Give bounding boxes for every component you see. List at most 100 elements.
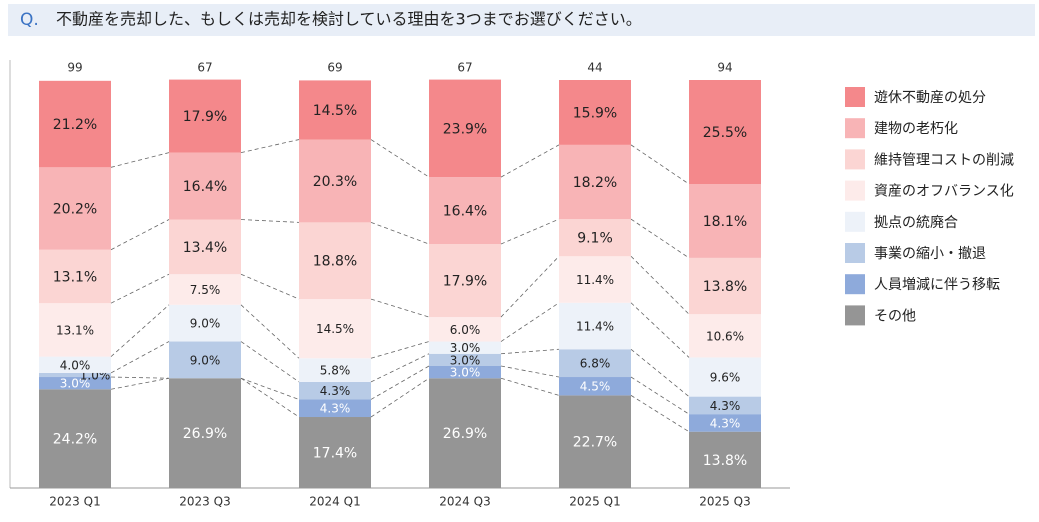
bar-segment	[169, 378, 241, 488]
bar-segment	[689, 431, 761, 488]
connector	[500, 144, 560, 178]
bar-segment	[169, 304, 241, 342]
data-label: 21.2%	[53, 117, 97, 133]
data-label: 11.4%	[576, 273, 614, 287]
data-label: 20.3%	[313, 174, 357, 190]
connector	[240, 341, 300, 383]
bar-segment	[429, 317, 501, 342]
bar-segment	[169, 79, 241, 153]
connector	[630, 255, 690, 315]
connector	[500, 255, 560, 318]
data-label: 9.1%	[577, 231, 613, 247]
bar-segment	[39, 389, 111, 488]
data-label: 3.0%	[450, 366, 481, 380]
data-label: 3.0%	[450, 341, 481, 355]
data-label: 25.5%	[703, 125, 747, 141]
data-label: 4.3%	[710, 399, 741, 413]
count-label: 67	[457, 61, 472, 75]
bar-segment	[429, 366, 501, 379]
bar-segment	[559, 144, 631, 220]
bar-segment	[169, 152, 241, 220]
bar-segment	[169, 274, 241, 305]
legend-label: 拠点の統廃合	[874, 214, 958, 231]
bar-segment	[559, 377, 631, 396]
bar-segment	[299, 358, 371, 382]
bar-segment	[559, 80, 631, 145]
connector	[500, 377, 560, 396]
connector	[630, 395, 690, 433]
x-tick-label: 2023 Q1	[49, 495, 100, 509]
connector	[240, 377, 300, 418]
bar-segment	[689, 257, 761, 315]
data-label: 18.2%	[573, 175, 617, 191]
connector	[370, 377, 430, 418]
connector	[110, 376, 170, 379]
connector	[240, 304, 300, 359]
connector	[370, 341, 430, 359]
data-label: 9.0%	[190, 353, 221, 367]
connector	[110, 341, 170, 374]
connector	[500, 365, 560, 378]
data-label: 10.6%	[706, 329, 744, 343]
bar-segment	[299, 222, 371, 300]
x-tick-label: 2023 Q3	[179, 495, 230, 509]
data-label: 15.9%	[573, 105, 617, 121]
data-label: 24.2%	[53, 432, 97, 448]
connector	[500, 218, 560, 245]
bar-segment	[689, 314, 761, 358]
data-label: 9.0%	[190, 317, 221, 331]
legend-label: 維持管理コストの削減	[874, 151, 1014, 168]
connector	[110, 273, 170, 304]
connector	[110, 304, 170, 357]
legend-swatch	[845, 305, 865, 326]
legend-swatch	[845, 243, 865, 263]
bar-segment	[39, 80, 111, 168]
legend-swatch	[845, 180, 865, 201]
bar-segment	[39, 167, 111, 250]
data-label: 16.4%	[183, 179, 227, 195]
data-label: 3.0%	[450, 353, 481, 367]
data-label: 16.4%	[443, 204, 487, 220]
data-label: 14.5%	[313, 103, 357, 119]
connector	[630, 218, 690, 259]
data-label: 13.1%	[53, 269, 97, 285]
legend-swatch	[845, 274, 865, 295]
legend-label: 人員増減に伴う移転	[874, 276, 1000, 293]
data-label: 4.5%	[580, 380, 611, 394]
connector	[240, 219, 300, 223]
bar-segment	[559, 349, 631, 378]
connector	[110, 219, 170, 251]
x-tick-label: 2024 Q1	[309, 495, 360, 509]
x-tick-label: 2025 Q1	[569, 495, 620, 509]
connector	[630, 144, 690, 185]
bar-segment	[429, 341, 501, 354]
connector	[500, 302, 560, 342]
data-label: 4.0%	[60, 358, 91, 372]
bar-segment	[559, 256, 631, 303]
data-label: 9.6%	[710, 371, 741, 385]
bar-segment	[559, 395, 631, 488]
legend-label: 資産のオフバランス化	[874, 184, 1014, 200]
bar-segment	[39, 377, 111, 390]
bar-segment	[39, 372, 111, 378]
bar-segment	[299, 399, 371, 418]
data-label: 3.0%	[60, 377, 91, 391]
connector	[370, 222, 430, 245]
legend-label: その他	[874, 308, 916, 324]
count-label: 69	[327, 61, 342, 75]
bar-segment	[169, 219, 241, 275]
bar-segment	[689, 184, 761, 258]
bar-segment	[559, 302, 631, 350]
connector	[370, 298, 430, 318]
bar-segment	[299, 80, 371, 140]
legend-swatch	[845, 211, 865, 232]
bar-segment	[299, 417, 371, 488]
data-label: 17.9%	[443, 274, 487, 290]
bar-segment	[689, 396, 761, 415]
data-label: 13.8%	[703, 453, 747, 469]
x-tick-label: 2024 Q3	[439, 495, 490, 509]
title-marker: Q.	[20, 10, 39, 30]
bar-segment	[429, 244, 501, 318]
count-label: 94	[717, 61, 732, 75]
bar-segment	[429, 378, 501, 488]
